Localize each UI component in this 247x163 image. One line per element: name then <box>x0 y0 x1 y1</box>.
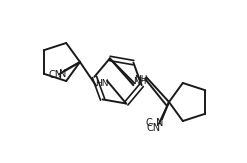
Text: NH: NH <box>133 77 146 86</box>
Text: C: C <box>145 118 152 128</box>
Text: CN: CN <box>147 123 161 133</box>
Text: N: N <box>59 69 66 79</box>
Text: N: N <box>156 118 163 128</box>
Text: CN: CN <box>48 70 62 80</box>
Text: NH: NH <box>134 75 147 84</box>
Text: HN: HN <box>95 79 109 88</box>
